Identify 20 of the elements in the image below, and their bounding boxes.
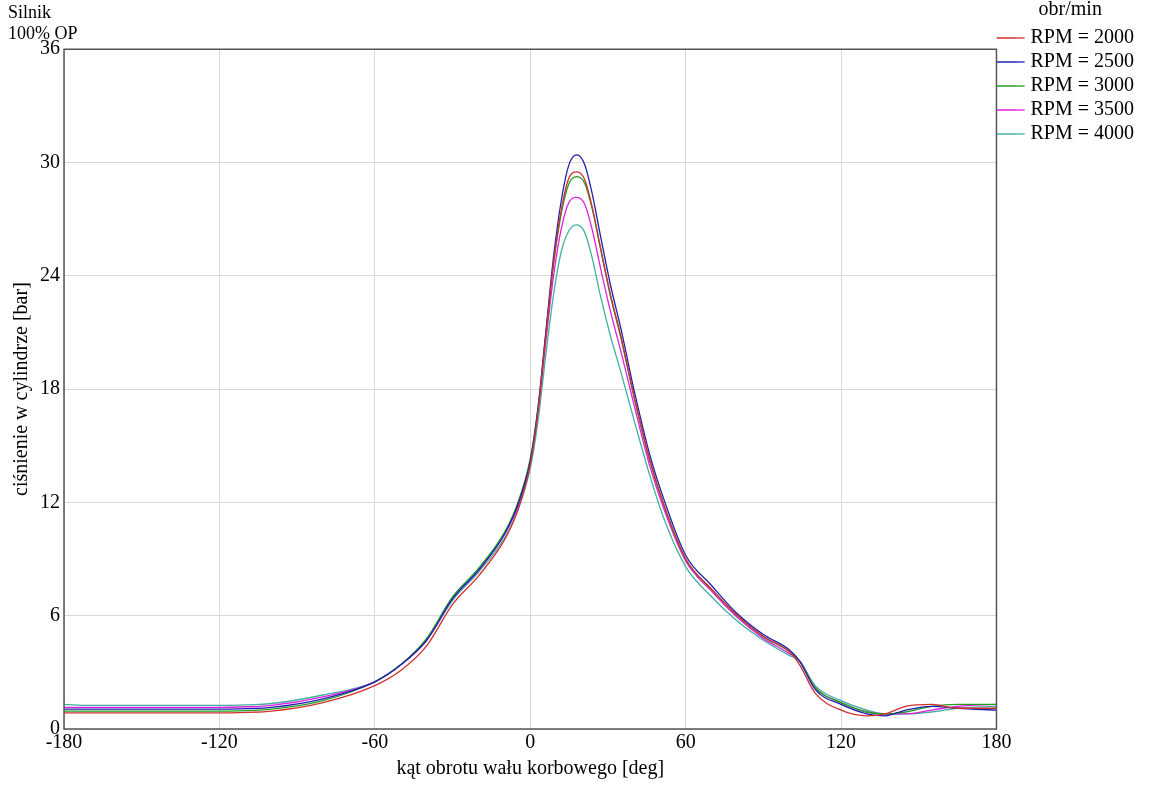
x-tick-label: 120: [826, 730, 857, 753]
y-tick-label: 24: [40, 263, 60, 286]
x-tick-label: -120: [201, 730, 238, 753]
y-tick-label: 30: [40, 149, 60, 172]
y-tick-label: 18: [40, 376, 60, 399]
chart-title: Silnik: [8, 1, 52, 22]
x-tick-label: 60: [675, 730, 696, 753]
legend-label: RPM = 4000: [1030, 121, 1135, 144]
y-axis-title: ciśnienie w cylindrze [bar]: [9, 282, 33, 496]
legend-label: RPM = 3500: [1030, 97, 1135, 120]
legend-title: obr/min: [1038, 0, 1102, 20]
y-tick-label: 6: [50, 602, 60, 625]
x-tick-label: 180: [981, 730, 1012, 753]
x-axis-title: kąt obrotu wału korbowego [deg]: [396, 756, 665, 780]
legend-label: RPM = 2000: [1030, 25, 1135, 48]
x-tick-label: -60: [361, 730, 389, 753]
legend-label: RPM = 2500: [1030, 49, 1135, 72]
legend-label: RPM = 3000: [1030, 73, 1135, 96]
y-tick-label: 12: [40, 489, 60, 512]
x-tick-label: 0: [525, 730, 536, 753]
